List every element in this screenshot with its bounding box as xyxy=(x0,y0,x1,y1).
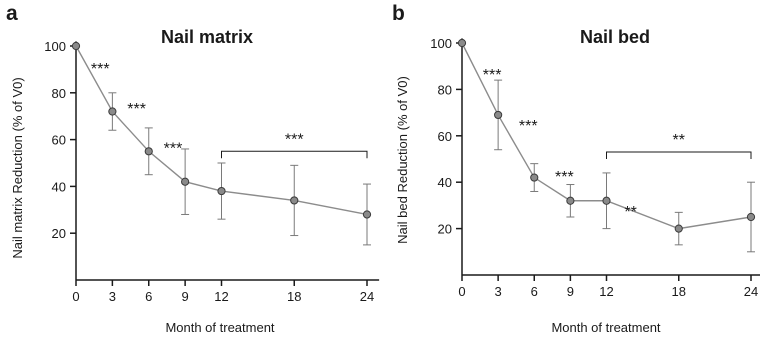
chart-title-b: Nail bed xyxy=(580,27,650,47)
y-tick-label: 80 xyxy=(52,86,66,101)
x-tick-label: 0 xyxy=(72,289,79,304)
data-point xyxy=(71,41,81,51)
y-axis-label-b: Nail bed Reduction (% of V0) xyxy=(395,76,410,244)
data-point xyxy=(217,186,226,196)
data-point xyxy=(144,147,153,156)
x-tick-label: 9 xyxy=(567,284,574,299)
x-tick-label: 3 xyxy=(109,289,116,304)
significance-label: *** xyxy=(127,101,146,118)
plot-area-a: 20 40 60 80 100 0 3 6 9 12 18 24 *** *** *** *** xyxy=(44,39,380,304)
x-tick-label: 0 xyxy=(458,284,465,299)
data-point xyxy=(746,212,756,222)
x-tick-label: 12 xyxy=(599,284,613,299)
chart-panel-nail-matrix: a Nail matrix Nail matrix Reduction (% o… xyxy=(6,2,380,335)
x-tick-label: 3 xyxy=(495,284,502,299)
y-tick-label: 40 xyxy=(52,179,66,194)
bracket-significance-label: *** xyxy=(285,131,304,148)
data-point xyxy=(108,107,117,116)
significance-label: *** xyxy=(519,118,538,135)
y-tick-label: 40 xyxy=(438,175,452,190)
x-tick-label: 24 xyxy=(360,289,374,304)
y-tick-label: 60 xyxy=(438,129,452,144)
x-tick-label: 6 xyxy=(145,289,152,304)
data-point xyxy=(530,173,539,182)
x-axis-label-b: Month of treatment xyxy=(551,320,660,335)
data-point xyxy=(362,210,372,219)
x-tick-label: 9 xyxy=(182,289,189,304)
panel-letter-b: b xyxy=(392,2,405,25)
data-point xyxy=(674,224,683,233)
data-point xyxy=(494,110,503,120)
significance-bracket xyxy=(606,151,752,160)
y-tick-label: 100 xyxy=(44,39,66,54)
data-point xyxy=(457,38,467,48)
significance-label: *** xyxy=(483,67,502,84)
significance-label: *** xyxy=(164,141,183,158)
data-point xyxy=(181,177,190,186)
y-tick-label: 60 xyxy=(52,133,66,148)
y-axis-label-a: Nail matrix Reduction (% of V0) xyxy=(10,77,25,258)
chart-panel-nail-bed: b Nail bed Nail bed Reduction (% of V0) … xyxy=(392,2,760,335)
significance-bracket xyxy=(221,150,368,159)
data-point xyxy=(290,196,299,205)
y-tick-label: 20 xyxy=(52,226,66,241)
significance-label: ** xyxy=(624,204,636,221)
x-tick-label: 24 xyxy=(744,284,758,299)
x-tick-label: 18 xyxy=(287,289,301,304)
x-tick-label: 12 xyxy=(214,289,228,304)
data-point xyxy=(566,196,575,205)
panel-letter-a: a xyxy=(6,2,18,25)
significance-label: *** xyxy=(555,169,574,186)
x-tick-label: 6 xyxy=(531,284,538,299)
chart-title-a: Nail matrix xyxy=(161,27,253,47)
y-tick-label: 20 xyxy=(438,222,452,237)
significance-label: *** xyxy=(91,61,110,78)
y-tick-label: 100 xyxy=(430,36,452,51)
data-point xyxy=(602,196,611,205)
bracket-significance-label: ** xyxy=(673,132,685,149)
x-tick-label: 18 xyxy=(672,284,686,299)
y-tick-label: 80 xyxy=(438,82,452,97)
x-axis-label-a: Month of treatment xyxy=(165,320,274,335)
